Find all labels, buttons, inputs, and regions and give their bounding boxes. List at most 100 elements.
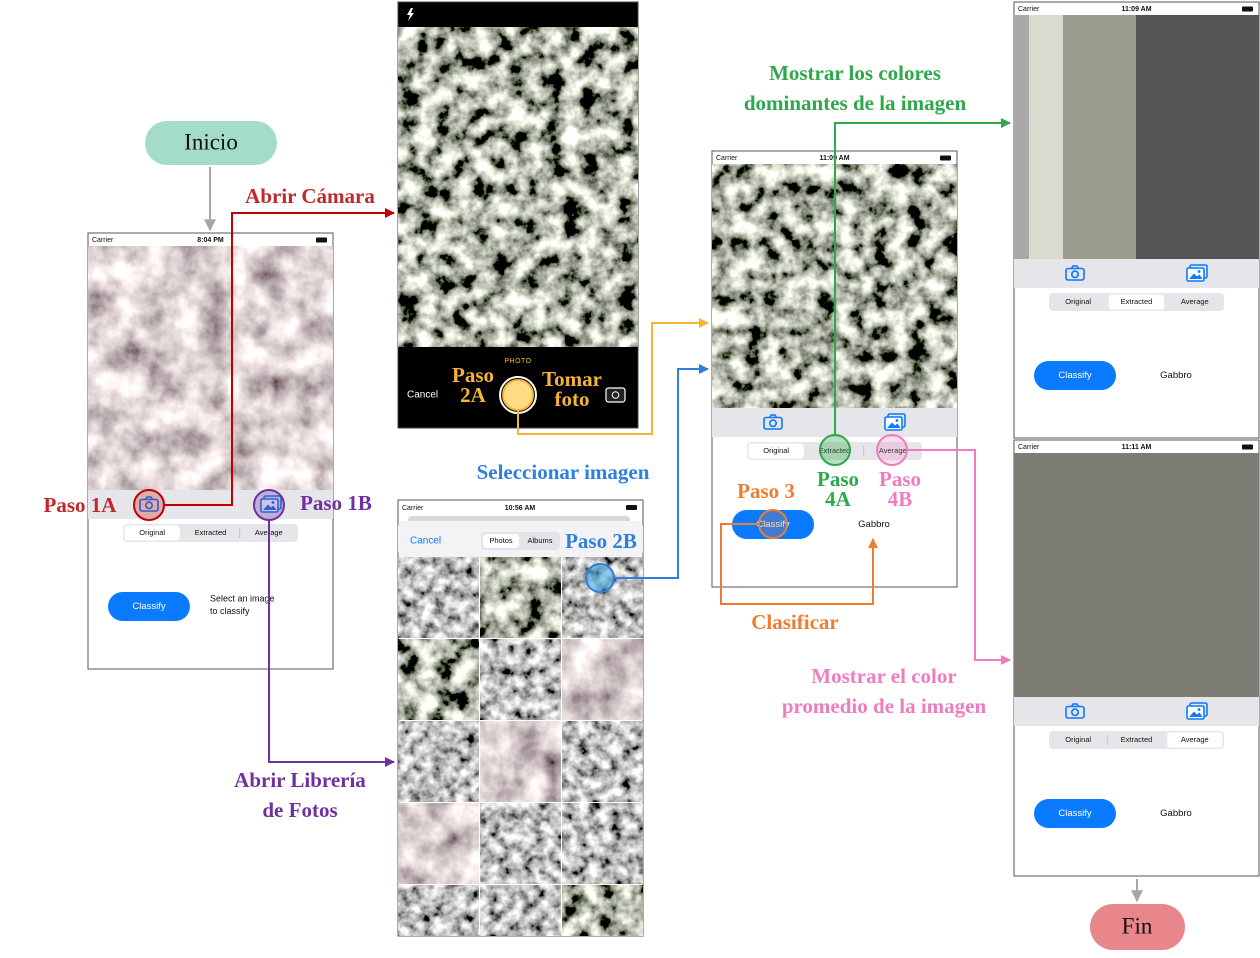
result-text: Gabbro [1160, 370, 1192, 381]
status-carrier: Carrier [92, 237, 114, 244]
segment-label[interactable]: Extracted [819, 446, 851, 455]
average-color [1014, 453, 1259, 697]
photo-thumbnail[interactable] [480, 803, 561, 884]
photo-thumbnail[interactable] [562, 639, 643, 720]
route-select-image [614, 364, 709, 579]
status-carrier: Carrier [1018, 6, 1040, 13]
battery-icon [940, 155, 951, 161]
tab-photos[interactable]: Photos [489, 536, 513, 545]
dominant-color [1014, 15, 1029, 259]
segment-label[interactable]: Original [139, 528, 165, 537]
segment-selected [748, 443, 804, 459]
rect [605, 387, 626, 403]
app-screen: Carrier 11:11 AM Original Extracted Average C… [1013, 439, 1260, 877]
result-text: Gabbro [1160, 808, 1192, 819]
segment-label[interactable]: Extracted [195, 528, 227, 537]
status-carrier: Carrier [716, 155, 738, 162]
classify-label[interactable]: Classify [756, 519, 790, 530]
classify-button[interactable] [108, 592, 190, 621]
action-label: promedio de la imagen [782, 694, 987, 718]
action-label: Clasificar [751, 610, 838, 634]
camera-screen: PHOTO Cancel [397, 1, 639, 429]
step-highlights [133, 379, 908, 593]
route-average [907, 449, 1011, 665]
route-camera [165, 208, 395, 506]
dominant-color [1029, 15, 1063, 259]
photo-thumbnail[interactable] [398, 721, 479, 802]
classify-button[interactable] [732, 510, 814, 539]
segment-label[interactable]: Original [1065, 735, 1091, 744]
segment-label[interactable]: Extracted [1121, 297, 1153, 306]
photo-thumbnail[interactable] [480, 557, 561, 638]
classify-label[interactable]: Classify [132, 601, 166, 612]
segment-label[interactable]: Extracted [1121, 735, 1153, 744]
library-cancel[interactable]: Cancel [410, 536, 441, 547]
photo-thumbnail[interactable] [480, 639, 561, 720]
photo-thumbnail[interactable] [398, 885, 479, 936]
step-label: Paso [452, 363, 494, 387]
step-label: Paso 1B [300, 491, 372, 515]
step-label: Paso 1A [44, 493, 118, 517]
action-label: Mostrar los colores [769, 61, 941, 85]
status-time: 11:09 AM [1121, 6, 1151, 13]
photo-thumbnail[interactable] [398, 639, 479, 720]
battery-icon [1242, 6, 1253, 12]
action-label: de Fotos [262, 798, 337, 822]
status-time: 8:04 PM [197, 237, 224, 244]
result-text: Select an image [210, 593, 275, 603]
highlight-1b [253, 489, 285, 521]
app-screen: Carrier 11:09 AM Original Extracted Average C… [1013, 1, 1260, 439]
highlight-2b [585, 563, 615, 593]
photo-thumbnail[interactable] [398, 557, 479, 638]
classify-label[interactable]: Classify [1058, 808, 1092, 819]
segment-label[interactable]: Original [1065, 297, 1091, 306]
flip-camera-icon[interactable] [605, 387, 626, 403]
action-label: Seleccionar imagen [477, 460, 650, 484]
segment-label[interactable]: Average [879, 446, 907, 455]
camera-preview [398, 27, 638, 347]
status-time: 10:56 AM [505, 505, 536, 512]
flash-icon[interactable] [407, 8, 414, 21]
photo-thumbnail[interactable] [562, 803, 643, 884]
dominant-color [1063, 15, 1136, 259]
start-label: Inicio [184, 129, 238, 154]
segment-label[interactable]: Average [1181, 735, 1209, 744]
photo-thumbnail[interactable] [562, 885, 643, 936]
annotations: Paso 1A Abrir Cámara Paso 1B Abrir Libre… [44, 61, 987, 822]
camera-mode[interactable]: PHOTO [504, 358, 531, 365]
camera-cancel[interactable]: Cancel [407, 390, 438, 401]
classify-button[interactable] [1034, 799, 1116, 828]
highlight-1a [133, 489, 165, 521]
photo-thumbnail[interactable] [562, 721, 643, 802]
result-text: Gabbro [858, 519, 890, 530]
dominant-color [1136, 15, 1259, 259]
step-label: Paso 2B [565, 529, 637, 553]
app-screens: Carrier 8:04 PM Original Extracted Average Cl… [87, 1, 1260, 877]
segment-label[interactable]: Average [1181, 297, 1209, 306]
toolbar [1014, 259, 1259, 288]
end-pill [1090, 904, 1185, 950]
action-label: Tomar [542, 367, 602, 391]
action-label: Abrir Librería [234, 768, 366, 792]
tab-albums[interactable]: Albums [527, 536, 552, 545]
toolbar [1014, 697, 1259, 726]
step-label: 2A [460, 383, 487, 407]
highlight-3 [758, 509, 788, 539]
classify-label[interactable]: Classify [1058, 370, 1092, 381]
end-label: Fin [1122, 913, 1153, 938]
photo-thumbnail[interactable] [398, 803, 479, 884]
step-label: 4B [888, 487, 913, 511]
segment-selected [124, 525, 180, 541]
photo-thumbnail[interactable] [480, 885, 561, 936]
step-label: Paso [879, 467, 921, 491]
status-time: 11:11 AM [1122, 444, 1152, 451]
classify-button[interactable] [1034, 361, 1116, 390]
highlight-4b [876, 434, 908, 466]
battery-icon [1242, 444, 1253, 450]
action-label: Mostrar el color [811, 664, 956, 688]
photo-thumbnail[interactable] [480, 721, 561, 802]
start-node: Inicio [145, 121, 277, 165]
segment-label[interactable]: Original [763, 446, 789, 455]
